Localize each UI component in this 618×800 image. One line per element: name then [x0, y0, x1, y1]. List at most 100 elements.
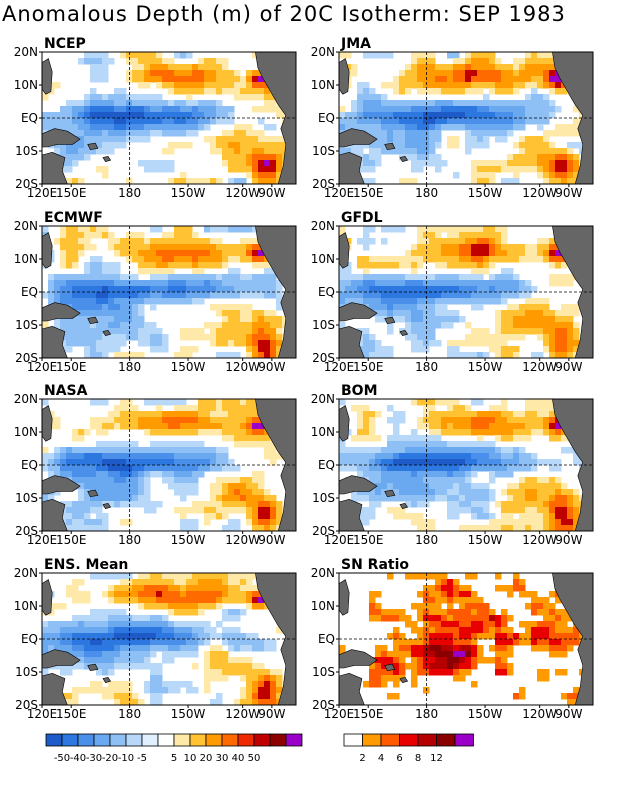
lat-tick-label: 10N	[14, 425, 38, 439]
lat-tick-label: 10S	[15, 491, 38, 505]
lat-tick-label: 20N	[14, 392, 38, 406]
lat-tick-label: 20N	[311, 392, 335, 406]
lon-tick-label: 120E	[27, 360, 58, 374]
colorbar-label: -20	[102, 753, 118, 764]
lon-tick-label: 150E	[56, 707, 87, 721]
panel-title: SN Ratio	[341, 557, 409, 573]
lon-tick-label: 120W	[522, 186, 557, 200]
colorbar-label: 8	[415, 753, 421, 764]
colorbar-label: 12	[430, 753, 443, 764]
lat-tick-label: 10S	[15, 318, 38, 332]
lon-tick-label: 90W	[555, 533, 582, 547]
lon-tick-label: 150W	[171, 360, 206, 374]
colorbar-swatch	[436, 733, 456, 747]
panel-title: JMA	[340, 36, 371, 52]
lat-tick-label: 20N	[14, 219, 38, 233]
colorbar-label: 20	[200, 753, 213, 764]
lon-tick-label: 180	[415, 533, 438, 547]
anomaly-field	[339, 52, 593, 184]
lon-tick-label: 90W	[555, 360, 582, 374]
colorbar-swatch	[125, 733, 143, 747]
lon-tick-label: 150W	[171, 533, 206, 547]
lat-tick-label: 10N	[311, 425, 335, 439]
lon-tick-label: 120W	[522, 707, 557, 721]
lon-tick-label: 150W	[468, 360, 503, 374]
depth-colorbar: -50 -40 -30 -20 -10 -5 5 10 20 30 40 50	[45, 733, 303, 764]
lat-tick-label: EQ	[21, 458, 38, 472]
lon-tick-label: 90W	[258, 360, 285, 374]
lat-tick-label: 20N	[311, 219, 335, 233]
colorbar-swatch	[205, 733, 223, 747]
colorbar-label: -50	[54, 753, 70, 764]
colorbar-swatch	[93, 733, 111, 747]
colorbar-swatch	[141, 733, 159, 747]
lat-tick-label: 10N	[311, 599, 335, 613]
lon-tick-label: 90W	[258, 186, 285, 200]
anomaly-field	[42, 399, 296, 531]
lat-tick-label: 20N	[311, 566, 335, 580]
colorbar-label: -30	[86, 753, 102, 764]
lon-tick-label: 120W	[225, 360, 260, 374]
colorbar-swatch	[454, 733, 474, 747]
lat-tick-label: 20S	[15, 351, 38, 365]
lat-tick-label: 20S	[312, 177, 335, 191]
lat-tick-label: 10N	[14, 599, 38, 613]
lat-tick-label: 10S	[312, 665, 335, 679]
lon-tick-label: 120E	[324, 360, 355, 374]
lat-tick-label: 10N	[311, 252, 335, 266]
colorbar-label: -10	[118, 753, 134, 764]
lon-tick-label: 150E	[353, 186, 384, 200]
lat-tick-label: 10S	[15, 665, 38, 679]
lat-tick-label: 20N	[311, 45, 335, 59]
lat-tick-label: 10N	[14, 252, 38, 266]
colorbar-swatch	[77, 733, 95, 747]
colorbar-swatch	[237, 733, 255, 747]
lon-tick-label: 120W	[225, 707, 260, 721]
lon-tick-label: 180	[118, 360, 141, 374]
colorbar-label: 40	[232, 753, 245, 764]
lon-tick-label: 120W	[225, 186, 260, 200]
lon-tick-label: 180	[415, 707, 438, 721]
colorbar-label: 10	[184, 753, 197, 764]
lat-tick-label: EQ	[21, 111, 38, 125]
colorbar-swatch	[417, 733, 437, 747]
colorbar-swatch	[157, 733, 175, 747]
lon-tick-label: 150W	[171, 707, 206, 721]
colorbar-label: 5	[171, 753, 177, 764]
anomaly-field	[42, 52, 296, 184]
lon-tick-label: 90W	[258, 533, 285, 547]
lon-tick-label: 150E	[353, 533, 384, 547]
colorbar-label: 6	[396, 753, 402, 764]
anomaly-field	[339, 226, 593, 358]
lon-tick-label: 150W	[468, 186, 503, 200]
lon-tick-label: 150E	[56, 533, 87, 547]
panel-title: NASA	[44, 383, 88, 399]
lat-tick-label: EQ	[318, 285, 335, 299]
colorbar-label: 50	[248, 753, 261, 764]
colorbar-swatch	[380, 733, 400, 747]
lat-tick-label: 20S	[15, 177, 38, 191]
colorbar-swatch	[61, 733, 79, 747]
lon-tick-label: 150W	[468, 707, 503, 721]
colorbar-label: -5	[137, 753, 147, 764]
colorbar-label: 2	[359, 753, 365, 764]
sn-ratio-colorbar: 2 4 6 8 12	[343, 733, 474, 764]
lon-tick-label: 120E	[324, 186, 355, 200]
panel-title: ENS. Mean	[44, 557, 128, 573]
panel-title: ECMWF	[44, 210, 103, 226]
lat-tick-label: 20S	[312, 698, 335, 712]
lon-tick-label: 90W	[555, 707, 582, 721]
colorbar-swatch	[343, 733, 363, 747]
lat-tick-label: 20N	[14, 45, 38, 59]
lon-tick-label: 150E	[56, 360, 87, 374]
lat-tick-label: 20S	[15, 524, 38, 538]
panel-title: GFDL	[341, 210, 383, 226]
lat-tick-label: 20S	[15, 698, 38, 712]
lon-tick-label: 180	[118, 533, 141, 547]
